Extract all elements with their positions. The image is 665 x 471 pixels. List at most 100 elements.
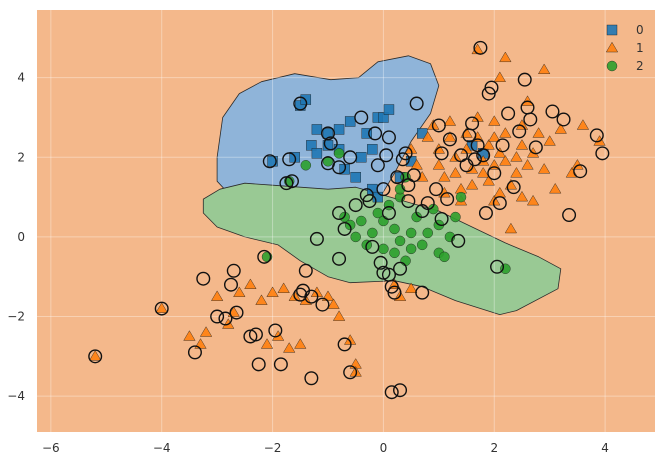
highlight-circle	[376, 182, 391, 197]
highlight-circle	[376, 265, 391, 280]
point-class-2	[367, 227, 378, 239]
highlight-circle	[379, 148, 394, 163]
legend-marker-class-0	[606, 24, 618, 36]
point-class-1	[538, 163, 551, 174]
highlight-circle	[196, 271, 211, 286]
y-tick-label: −4	[7, 389, 25, 403]
highlight-circle	[343, 365, 358, 380]
point-class-2	[300, 160, 312, 171]
point-class-1	[465, 179, 479, 190]
point-class-1	[244, 278, 257, 289]
highlight-circle	[309, 231, 324, 246]
highlight-circle	[415, 285, 430, 300]
highlight-circle	[381, 206, 396, 221]
point-class-0	[306, 140, 317, 151]
point-class-1	[432, 159, 445, 170]
point-class-1	[488, 131, 501, 142]
highlight-circle	[88, 349, 103, 364]
point-class-0	[378, 112, 389, 123]
highlight-circle	[304, 371, 319, 386]
point-class-1	[549, 183, 562, 194]
highlight-circle	[473, 40, 488, 55]
highlight-circle	[279, 176, 294, 191]
highlight-circle	[298, 263, 313, 278]
point-class-0	[383, 104, 395, 115]
highlight-circle	[390, 170, 405, 185]
highlight-circle	[154, 301, 169, 316]
point-class-2	[439, 251, 450, 263]
point-class-0	[361, 128, 372, 139]
point-class-1	[155, 302, 168, 313]
highlight-circle	[332, 251, 347, 266]
point-class-0	[367, 144, 378, 155]
point-class-2	[389, 223, 400, 235]
point-class-1	[488, 115, 501, 126]
point-class-1	[344, 334, 357, 345]
highlight-circle	[384, 385, 399, 400]
point-class-1	[477, 167, 490, 178]
highlight-circle	[293, 96, 308, 111]
legend-label-class-0: 0	[636, 23, 644, 37]
highlight-circle	[257, 249, 272, 264]
point-class-1	[199, 326, 213, 337]
point-class-1	[493, 147, 506, 158]
point-class-1	[310, 286, 324, 297]
highlight-circle	[373, 255, 388, 270]
highlight-circle	[476, 148, 491, 163]
highlight-circle	[562, 208, 577, 223]
point-class-1	[499, 155, 512, 166]
highlight-circle	[223, 277, 238, 292]
highlight-circle	[243, 329, 258, 344]
highlight-circle	[332, 160, 347, 175]
point-class-1	[255, 294, 268, 305]
highlight-circle	[506, 180, 521, 195]
highlight-circle	[337, 221, 352, 236]
point-class-2	[400, 255, 411, 267]
highlight-circle	[387, 285, 402, 300]
point-class-1	[260, 338, 274, 349]
x-tick-label: 2	[490, 441, 498, 455]
point-class-1	[233, 286, 246, 297]
highlight-circle	[495, 138, 510, 153]
point-class-1	[449, 167, 462, 178]
highlight-circle	[381, 130, 396, 145]
highlight-circle	[273, 357, 288, 372]
y-tick-label: 0	[17, 230, 25, 244]
point-class-1	[521, 159, 534, 170]
point-class-2	[405, 243, 417, 255]
point-class-1	[438, 171, 451, 182]
legend-marker-class-2	[606, 60, 618, 72]
highlight-circle	[440, 192, 455, 207]
x-tick-label: 4	[601, 441, 609, 455]
highlight-circle	[218, 311, 233, 326]
point-class-1	[183, 330, 196, 341]
highlight-circle	[490, 259, 505, 274]
highlight-circle	[431, 118, 446, 133]
highlight-circle	[523, 112, 538, 127]
point-class-2	[417, 239, 428, 251]
highlight-circle	[393, 383, 408, 398]
highlight-circles	[88, 40, 610, 400]
point-class-0	[356, 152, 367, 163]
highlight-circle	[368, 126, 383, 141]
point-class-2	[333, 148, 345, 159]
point-class-2	[356, 215, 367, 227]
point-class-1	[493, 71, 506, 82]
highlight-circle	[556, 112, 571, 127]
point-class-1	[277, 282, 290, 293]
point-class-1	[510, 151, 523, 162]
highlight-circle	[545, 104, 560, 119]
point-class-0	[311, 148, 323, 159]
highlight-circle	[398, 146, 413, 161]
y-tick-label: −2	[7, 310, 25, 324]
highlight-circle	[465, 116, 480, 131]
point-class-1	[266, 286, 279, 297]
point-class-1	[443, 131, 457, 142]
x-axis-ticks: −6 −4 −2 0 2 4	[42, 441, 609, 455]
point-class-2	[389, 247, 400, 259]
x-tick-label: 0	[380, 441, 388, 455]
highlight-circle	[262, 154, 277, 169]
x-tick-label: −6	[42, 441, 60, 455]
